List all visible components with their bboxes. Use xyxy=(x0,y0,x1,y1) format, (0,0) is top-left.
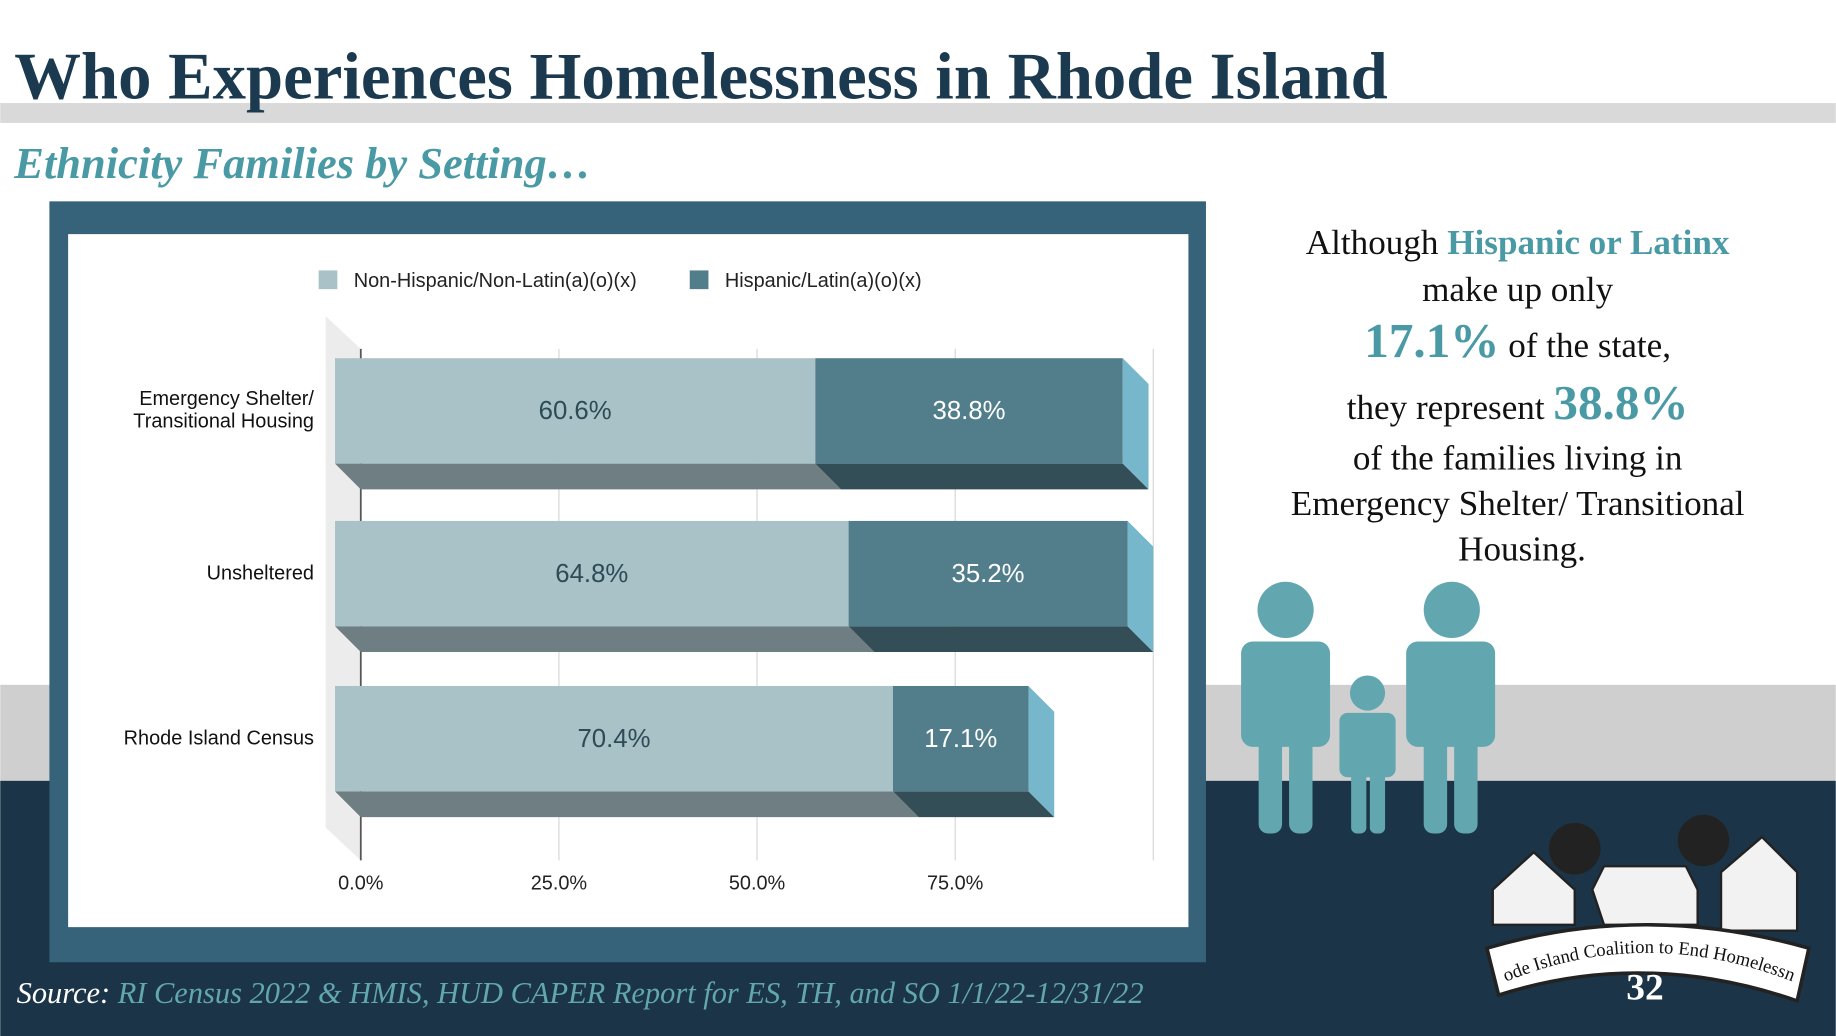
data-label: 35.2% xyxy=(952,560,1025,588)
source: Source: RI Census 2022 & HMIS, HUD CAPER… xyxy=(17,976,1144,1010)
bar-bottom-face xyxy=(335,626,875,653)
callout-text: they represent xyxy=(1347,388,1545,427)
slide-title: Who Experiences Homelessness in Rhode Is… xyxy=(14,40,1387,113)
data-label: 60.6% xyxy=(539,397,612,425)
y-tick-label: Unsheltered xyxy=(206,561,314,584)
slide-subtitle: Ethnicity Families by Setting… xyxy=(13,138,591,188)
callout: Although Hispanic or Latinx make up only… xyxy=(1291,223,1754,569)
data-label: 70.4% xyxy=(577,725,650,753)
legend-swatch xyxy=(689,270,709,290)
x-tick-label: 50.0% xyxy=(729,873,785,895)
page-number: 32 xyxy=(1626,968,1663,1009)
y-tick-label: Rhode Island Census xyxy=(123,726,314,749)
callout-text: Although xyxy=(1306,223,1439,262)
data-label: 38.8% xyxy=(933,397,1006,425)
bar-bottom-face xyxy=(892,791,1055,818)
bar-side-face xyxy=(1122,358,1149,490)
bar xyxy=(892,685,1029,792)
legend-label: Hispanic/Latin(a)(o)(x) xyxy=(725,270,922,292)
callout-number: 17.1% xyxy=(1364,313,1499,368)
callout-text: make up only xyxy=(1422,270,1614,309)
legend-label: Non-Hispanic/Non-Latin(a)(o)(x) xyxy=(354,270,637,292)
chart: 0.0% 25.0% 50.0% 75.0% Non-Hispanic/Non-Lati… xyxy=(123,270,1154,895)
callout-highlight: Hispanic or Latinx xyxy=(1447,223,1730,262)
bar xyxy=(335,358,816,464)
title-band xyxy=(0,103,1836,123)
bar-side-face xyxy=(1127,520,1154,653)
data-label: 17.1% xyxy=(924,725,997,753)
source-label: Source: xyxy=(17,976,110,1010)
data-label: 64.8% xyxy=(555,560,628,588)
x-tick-label: 25.0% xyxy=(531,873,587,895)
source-text: RI Census 2022 & HMIS, HUD CAPER Report … xyxy=(117,976,1144,1010)
y-tick-label: Emergency Shelter/ Transitional Housing xyxy=(133,387,314,432)
bar xyxy=(335,685,893,792)
callout-number: 38.8% xyxy=(1553,375,1688,430)
bar-side-face xyxy=(1028,685,1055,818)
category-label-box: Rhode Island Census xyxy=(123,726,314,749)
bar-bottom-face xyxy=(848,626,1154,653)
x-tick-label: 75.0% xyxy=(927,873,983,895)
category-label-box: Unsheltered xyxy=(206,561,314,584)
bar-bottom-face xyxy=(335,791,919,818)
category-label-box: Emergency Shelter/ Transitional Housing xyxy=(133,387,314,432)
bar xyxy=(848,520,1128,627)
bar-bottom-face xyxy=(815,463,1149,490)
callout-text: Emergency Shelter/ Transitional xyxy=(1291,484,1745,523)
callout-text: of the state, xyxy=(1508,326,1671,365)
family-icon xyxy=(1241,581,1496,834)
x-tick-label: 0.0% xyxy=(338,873,383,895)
legend-swatch xyxy=(318,270,338,290)
bar xyxy=(335,520,849,627)
bar xyxy=(815,358,1123,464)
callout-text: Housing. xyxy=(1458,530,1586,569)
bar-bottom-face xyxy=(335,463,842,490)
callout-text: of the families living in xyxy=(1353,438,1683,477)
